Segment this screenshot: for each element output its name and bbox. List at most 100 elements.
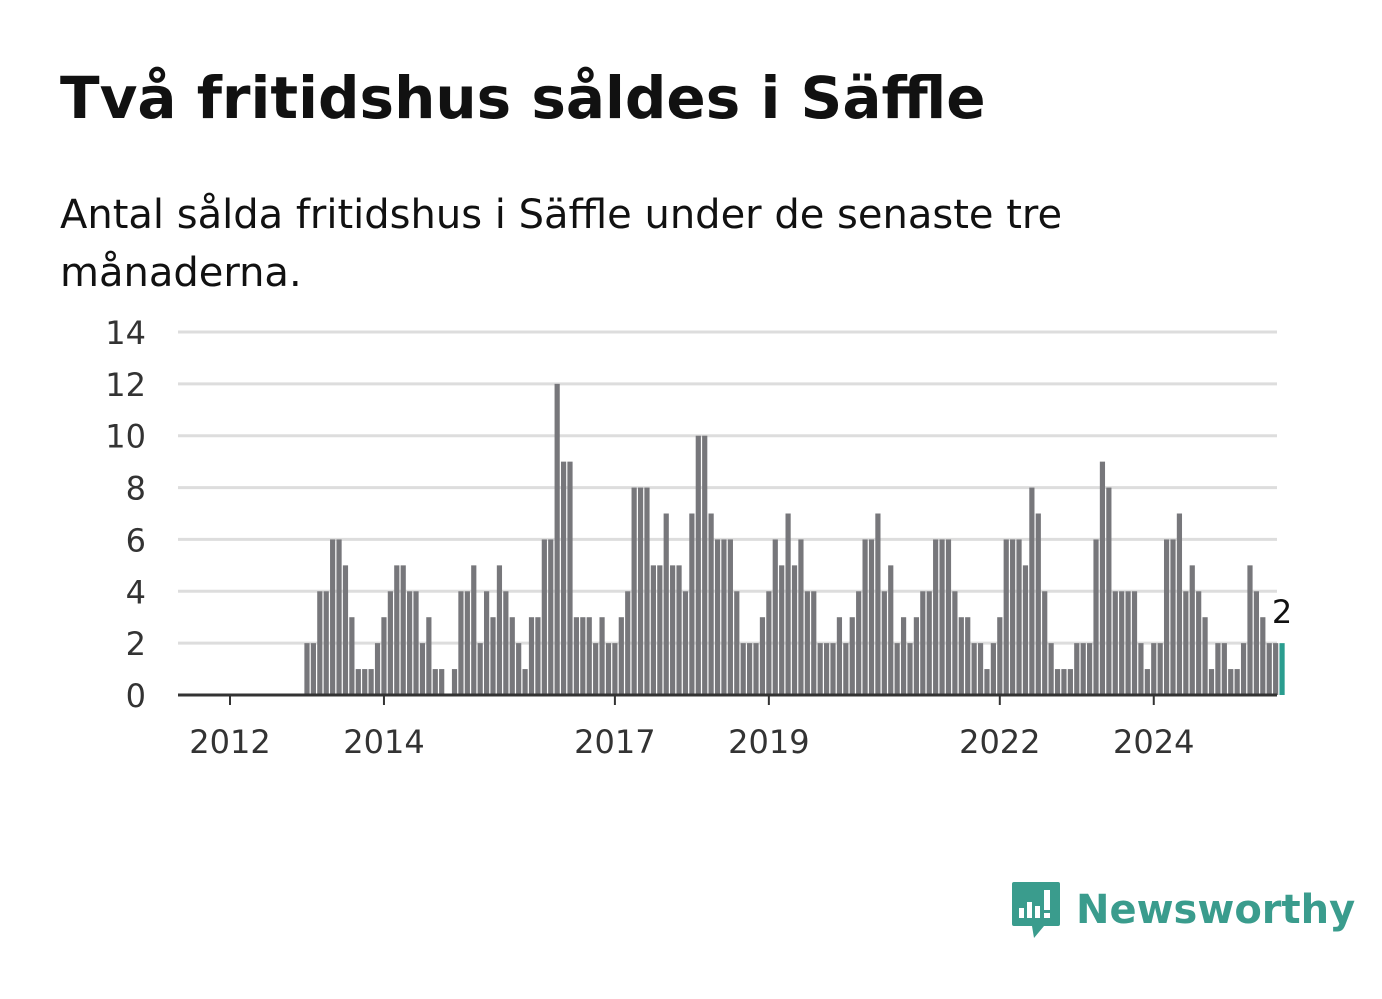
bar bbox=[1003, 539, 1009, 695]
bar bbox=[381, 617, 387, 695]
bar bbox=[413, 591, 419, 695]
bar bbox=[554, 383, 560, 695]
bar bbox=[1138, 643, 1144, 695]
bar bbox=[817, 643, 823, 695]
bar bbox=[323, 591, 329, 695]
bar bbox=[503, 591, 509, 695]
bar bbox=[1240, 643, 1247, 695]
bar bbox=[605, 643, 612, 695]
bar-latest bbox=[1279, 643, 1285, 695]
bar bbox=[1170, 539, 1176, 695]
bar bbox=[1189, 565, 1195, 695]
bar bbox=[740, 643, 746, 695]
bar bbox=[548, 539, 554, 695]
x-axis-labels: 2012 2014 2017 2019 2022 2024 bbox=[189, 723, 1194, 761]
bar bbox=[984, 669, 990, 695]
bar bbox=[1234, 669, 1240, 695]
bar bbox=[868, 539, 875, 695]
bar bbox=[644, 487, 650, 695]
bar bbox=[1247, 565, 1253, 695]
bar bbox=[856, 591, 862, 695]
bar bbox=[516, 643, 522, 695]
bar bbox=[1048, 643, 1054, 695]
bar bbox=[650, 565, 656, 695]
bar bbox=[830, 643, 836, 695]
bar bbox=[682, 591, 689, 695]
bar bbox=[695, 435, 701, 695]
bar bbox=[1176, 513, 1183, 695]
x-axis-ticks bbox=[229, 695, 1155, 705]
bar bbox=[1042, 591, 1048, 695]
bar bbox=[836, 617, 843, 695]
x-tick-label: 2024 bbox=[1113, 723, 1194, 761]
bar bbox=[1016, 539, 1022, 695]
bar bbox=[971, 643, 977, 695]
bar bbox=[766, 591, 772, 695]
bar bbox=[528, 617, 535, 695]
bar bbox=[785, 513, 791, 695]
bar bbox=[759, 617, 766, 695]
bar bbox=[471, 565, 477, 695]
bar bbox=[464, 591, 470, 695]
bar bbox=[586, 617, 592, 695]
bar bbox=[484, 591, 490, 695]
bar bbox=[900, 617, 907, 695]
bar bbox=[496, 565, 503, 695]
bar bbox=[1010, 539, 1016, 695]
bar bbox=[490, 617, 496, 695]
bar bbox=[1260, 617, 1266, 695]
bar bbox=[881, 591, 887, 695]
bar bbox=[952, 591, 958, 695]
bar bbox=[541, 539, 547, 695]
y-tick-label: 0 bbox=[126, 677, 146, 715]
bar bbox=[400, 565, 406, 695]
y-tick-label: 12 bbox=[105, 366, 146, 404]
bar bbox=[477, 643, 483, 695]
bar bbox=[1202, 617, 1208, 695]
bar bbox=[1163, 539, 1170, 695]
bar bbox=[997, 617, 1003, 695]
bar bbox=[747, 643, 753, 695]
bar bbox=[811, 591, 817, 695]
bar bbox=[625, 591, 631, 695]
brand-name: Newsworthy bbox=[1076, 887, 1356, 933]
x-tick-label: 2012 bbox=[189, 723, 270, 761]
bar bbox=[330, 539, 336, 695]
y-axis-labels: 0 2 4 6 8 10 12 14 bbox=[105, 314, 146, 715]
bar bbox=[702, 435, 708, 695]
bar bbox=[1093, 539, 1099, 695]
newsworthy-logo[interactable]: Newsworthy bbox=[1010, 880, 1355, 940]
bar bbox=[1144, 669, 1150, 695]
bar bbox=[714, 539, 721, 695]
chart-subtitle: Antal sålda fritidshus i Säffle under de… bbox=[60, 192, 1063, 296]
bar bbox=[670, 565, 676, 695]
bar bbox=[965, 617, 971, 695]
bar bbox=[804, 591, 810, 695]
bar bbox=[1067, 669, 1073, 695]
bar bbox=[567, 461, 573, 695]
bar bbox=[560, 461, 567, 695]
bar bbox=[657, 565, 663, 695]
x-tick-label: 2017 bbox=[574, 723, 655, 761]
bar bbox=[894, 643, 900, 695]
bar bbox=[387, 591, 393, 695]
bar bbox=[727, 539, 733, 695]
bar bbox=[1157, 643, 1163, 695]
bar bbox=[618, 617, 624, 695]
bar bbox=[734, 591, 740, 695]
bar bbox=[920, 591, 926, 695]
y-tick-label: 4 bbox=[126, 573, 146, 611]
bar bbox=[663, 513, 669, 695]
bar bbox=[913, 617, 919, 695]
bar bbox=[317, 591, 323, 695]
y-tick-label: 6 bbox=[126, 521, 146, 559]
bar bbox=[419, 643, 426, 695]
bar bbox=[394, 565, 400, 695]
x-tick-label: 2022 bbox=[959, 723, 1040, 761]
bar bbox=[1273, 643, 1279, 695]
bar bbox=[336, 539, 342, 695]
bar bbox=[1125, 591, 1131, 695]
bar bbox=[1228, 669, 1234, 695]
bar bbox=[458, 591, 464, 695]
bar bbox=[926, 591, 932, 695]
